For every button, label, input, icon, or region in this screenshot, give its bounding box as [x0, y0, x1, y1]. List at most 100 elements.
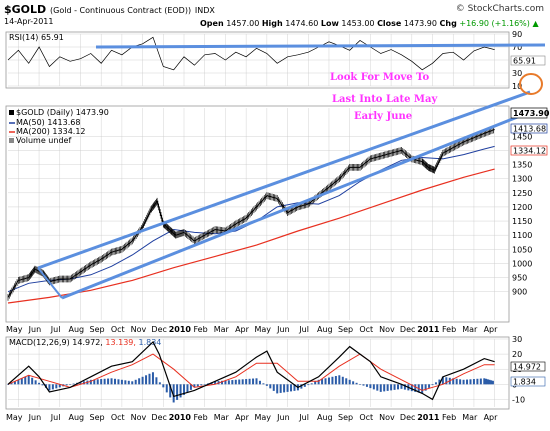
- x-tick-label: Apr: [235, 325, 250, 334]
- macd-badge-box: [510, 361, 546, 372]
- macd-histogram: [7, 372, 494, 403]
- x-tick-label-macd: Feb: [442, 413, 456, 422]
- ma200-badge-box: [510, 145, 548, 156]
- price-panel-frame: [5, 105, 510, 323]
- x-tick-label: 2010: [169, 325, 192, 334]
- macd-hist-bar: [220, 380, 223, 385]
- macd-hist-bar: [369, 384, 372, 389]
- macd-hist-bar: [17, 379, 20, 385]
- macd-hist-bar: [151, 372, 154, 385]
- x-tick-label: Jun: [276, 325, 290, 334]
- macd-hist-bar: [69, 384, 72, 385]
- open-label: Open: [200, 19, 224, 28]
- gridlines: [8, 33, 509, 407]
- x-tick-label: Oct: [359, 325, 373, 334]
- price-ticks: 900 950 1000 1050 1100 1150 1200 1250 1300 1350 14…: [512, 132, 532, 296]
- up-arrow-icon: ▲: [532, 19, 539, 28]
- macd-hist-bar: [193, 384, 196, 388]
- x-tick-label-macd: Jun: [276, 413, 290, 422]
- price-tick-label: 950: [512, 274, 527, 283]
- price-series-line: [7, 129, 495, 298]
- macd-hist-bar: [307, 384, 310, 386]
- price-tick-label: 1050: [512, 245, 532, 254]
- macd-hist-bar: [390, 384, 393, 391]
- symbol-description: (Gold - Continuous Contract (EOD)): [50, 6, 192, 15]
- macd-hist-bar: [317, 379, 320, 385]
- x-tick-label: Jun: [28, 325, 42, 334]
- chg-label: Chg: [439, 19, 457, 28]
- macd-hist-bar: [241, 379, 244, 385]
- rsi-tick-label: 90: [512, 30, 522, 39]
- x-tick-label-macd: Dec: [400, 413, 415, 422]
- x-tick-label: Apr: [484, 325, 499, 334]
- price-tick-label: 900: [512, 288, 527, 297]
- macd-hist-bar: [110, 378, 113, 385]
- exchange: INDX: [194, 6, 215, 15]
- x-tick-label-macd: Jun: [28, 413, 42, 422]
- x-tick-label: Dec: [151, 325, 166, 334]
- macd-hist-bar: [231, 380, 234, 385]
- macd-hist-bar: [165, 384, 168, 393]
- x-tick-label: Nov: [131, 325, 147, 334]
- x-tick-label-macd: 2010: [169, 413, 192, 422]
- symbol-title: $GOLD (Gold - Continuous Contract (EOD))…: [4, 3, 215, 16]
- ohlc-readout: Open 1457.00 High 1474.60 Low 1453.00 Cl…: [200, 19, 539, 28]
- macd-hist-bar: [486, 379, 489, 385]
- macd-hist-bar: [48, 384, 51, 391]
- legend-volume-swatch: [9, 138, 14, 143]
- macd-hist-bar: [79, 382, 82, 385]
- macd-hist-bar: [359, 384, 362, 385]
- macd-hist-bar: [51, 384, 54, 390]
- macd-tick-label: 30: [512, 335, 522, 344]
- macd-label: MACD(12,26,9) 14.972, 13.139, 1.834: [9, 338, 161, 347]
- macd-hist-bar: [155, 377, 158, 385]
- macd-hist-badge-text: 1.834: [513, 378, 536, 387]
- x-tick-label-macd: Apr: [484, 413, 499, 422]
- x-tick-label-macd: Sep: [338, 413, 353, 422]
- macd-hist-bar: [276, 384, 279, 394]
- legend-ma50: MA(50) 1413.68: [16, 118, 80, 127]
- chart-header: $GOLD (Gold - Continuous Contract (EOD))…: [0, 0, 550, 30]
- channel-lower-line: [61, 110, 531, 300]
- macd-hist-bar: [148, 373, 151, 385]
- high-label: High: [261, 19, 283, 28]
- x-tick-label-macd: Dec: [151, 413, 166, 422]
- x-axis-labels-macd: May Jun Jul Aug Sep Oct Nov Dec 2010 Feb Mar Apr May…: [6, 413, 498, 422]
- macd-hist-bar: [283, 384, 286, 393]
- macd-hist-bar: [38, 382, 41, 385]
- macd-hist-bar: [455, 378, 458, 385]
- x-tick-label-macd: Nov: [131, 413, 147, 422]
- macd-badges: 14.972 1.834: [510, 361, 546, 387]
- macd-hist-bar: [466, 379, 469, 385]
- x-tick-label: Oct: [111, 325, 125, 334]
- panel-frames: [5, 31, 510, 410]
- macd-hist-bar: [96, 379, 99, 385]
- macd-hist-bar: [488, 379, 491, 385]
- stockcharts-logo: © StockCharts.com: [455, 4, 544, 14]
- rsi-tick-label: 70: [512, 43, 522, 52]
- macd-panel-frame: [5, 336, 510, 410]
- ma50-series-line: [7, 145, 495, 293]
- x-tick-label: Sep: [90, 325, 105, 334]
- macd-hist-bar: [196, 384, 199, 387]
- legend-price-swatch: [9, 110, 14, 115]
- macd-hist-bar: [424, 384, 427, 391]
- macd-hist-bar: [238, 379, 241, 385]
- price-tick-label: 1100: [512, 231, 532, 240]
- rsi-badge-box: [510, 55, 546, 66]
- macd-hist-bar: [7, 384, 9, 385]
- channel-left-edge: [37, 267, 63, 299]
- macd-hist-bar: [234, 379, 237, 385]
- x-tick-label: Sep: [338, 325, 353, 334]
- x-tick-label-macd: Oct: [359, 413, 373, 422]
- macd-hist-bar: [107, 378, 110, 385]
- close-value: 1473.90: [403, 19, 437, 28]
- macd-hist-bar: [72, 383, 75, 385]
- price-tick-label: 1000: [512, 259, 532, 268]
- close-badge-text: 1473.90: [513, 109, 550, 118]
- macd-hist-bar: [314, 381, 317, 385]
- legend-price: $GOLD (Daily) 1473.90: [16, 108, 109, 117]
- macd-hist-bar: [162, 384, 165, 388]
- macd-hist-bar: [321, 379, 324, 385]
